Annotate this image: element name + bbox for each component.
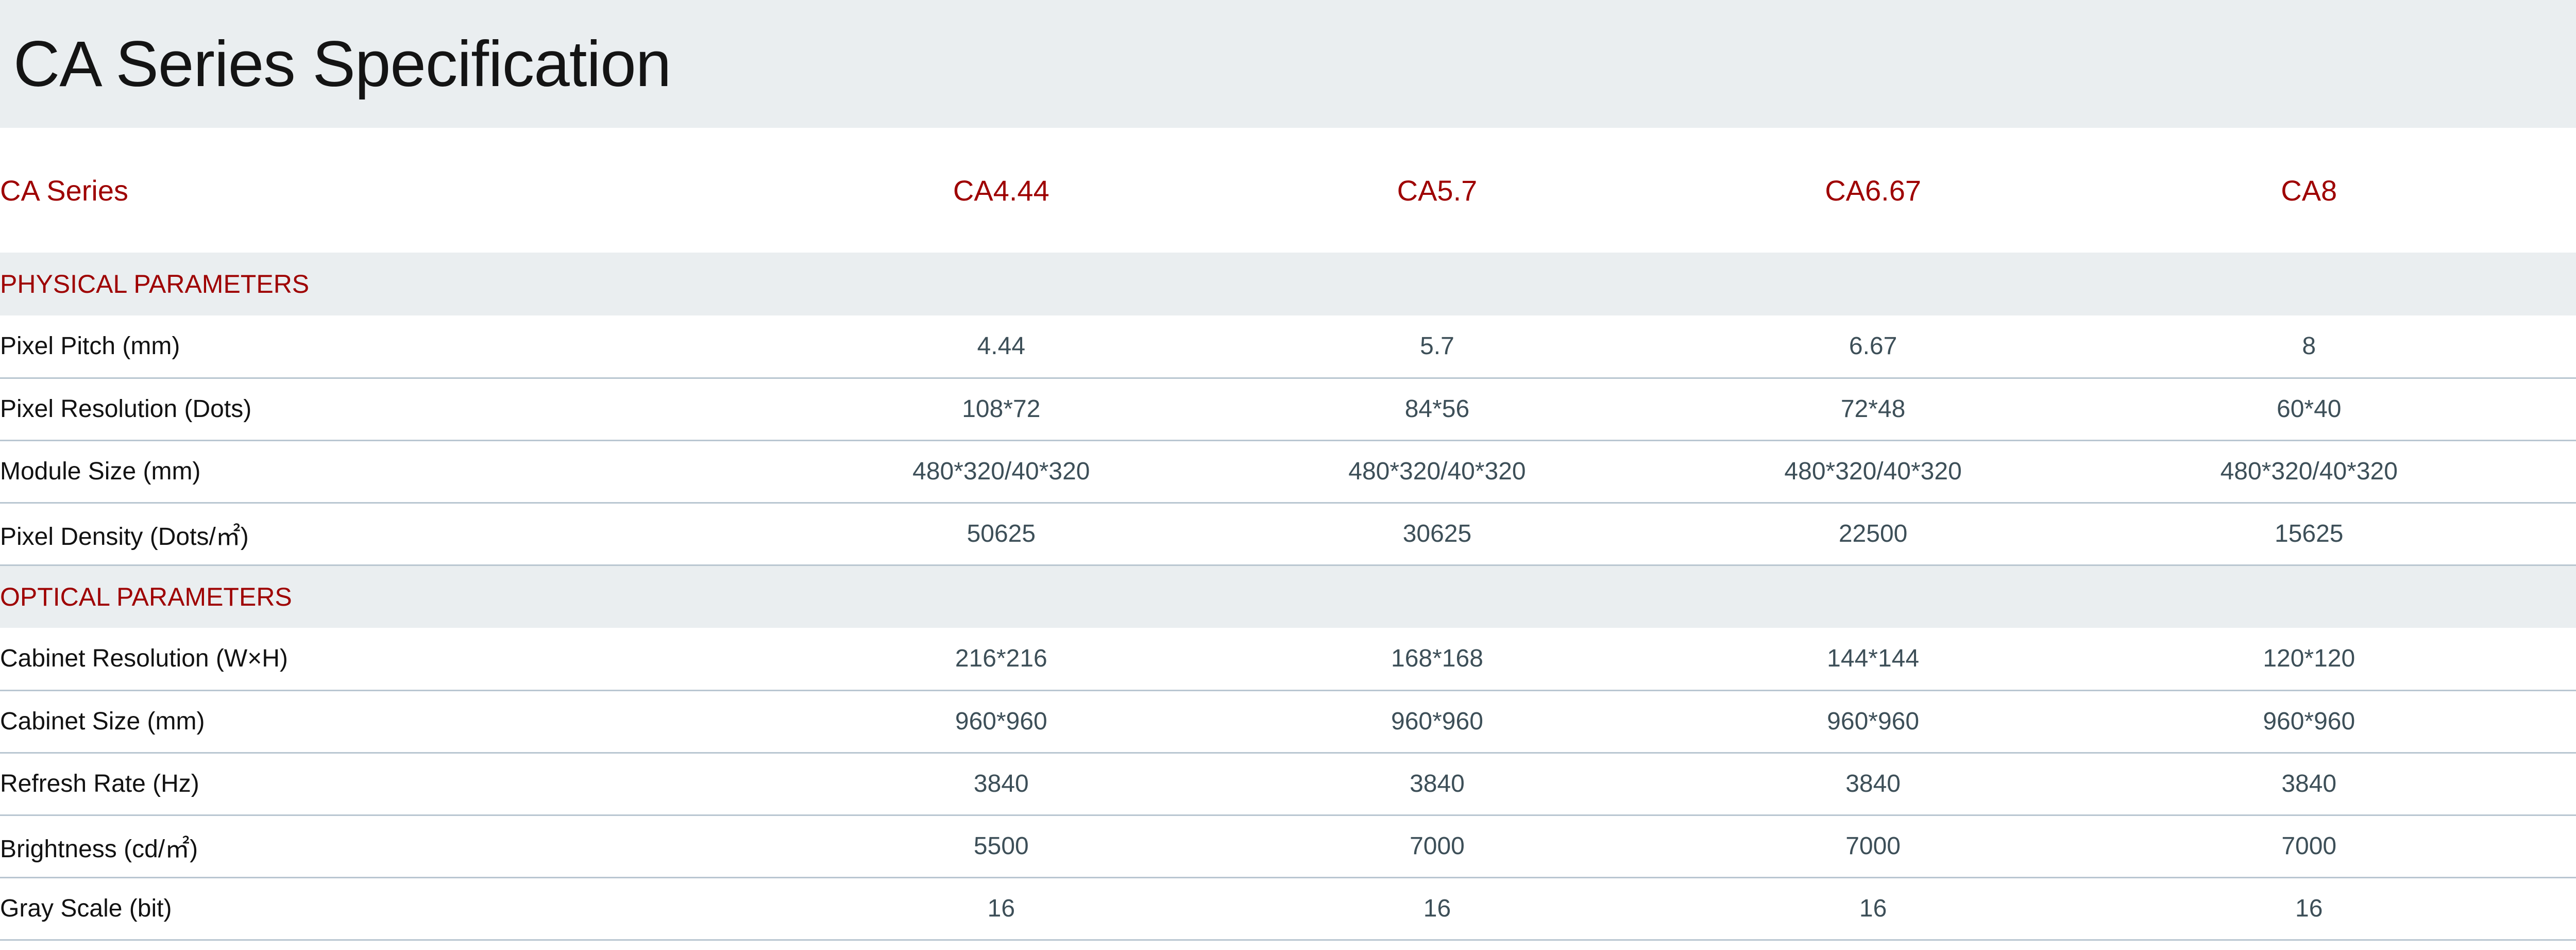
cell-value: 120*120 <box>2091 628 2527 691</box>
cell-value: 3840 <box>783 753 1219 816</box>
cell-value: 6.67 <box>1655 315 2091 379</box>
section-title: PHYSICAL PARAMETERS <box>0 253 2576 315</box>
table-row: Pixel Resolution (Dots) 108*72 84*56 72*48 6… <box>0 378 2576 441</box>
table-row: Cabinet Size (mm) 960*960 960*960 960*960 96… <box>0 690 2576 754</box>
cell-value: 7000 <box>2091 815 2527 878</box>
cell-value: 60*40 <box>2091 378 2527 441</box>
page-title: CA Series Specification <box>13 28 671 100</box>
cell-value: 960*960 <box>2527 690 2576 754</box>
cell-value: 96*96 <box>2527 628 2576 691</box>
cell-value: 480*320/40*320 <box>1655 440 2091 504</box>
table-row: Refresh Rate (Hz)38403840384038403840 <box>0 753 2576 816</box>
table-row: Pixel Density (Dots/㎡) 50625 30625 22500 156… <box>0 503 2576 566</box>
row-label: Gray Scale (bit) <box>0 877 784 941</box>
cell-value: 15625 <box>2091 503 2527 566</box>
column-header-ca5-7: CA5.7 <box>1397 174 1478 207</box>
row-label: Pixel Resolution (Dots) <box>0 378 784 441</box>
cell-value: 7000 <box>1219 815 1655 878</box>
cell-value: 7000 <box>2527 815 2576 878</box>
cell-value: 8 <box>2091 315 2527 379</box>
row-label: Brightness (cd/㎡) <box>0 815 784 878</box>
column-header-ca6-67: CA6.67 <box>1825 174 1921 207</box>
cell-value: 960*960 <box>1219 690 1655 754</box>
cell-value: 216*216 <box>783 628 1219 691</box>
series-header-label: CA Series <box>0 174 128 207</box>
cell-value: 4.44 <box>783 315 1219 379</box>
specification-table-body: CA Series CA4.44 CA5.7 CA6.67 CA8 CA10PHYSICA… <box>0 128 2576 941</box>
cell-value: 3840 <box>2091 753 2527 816</box>
cell-value: 30625 <box>1219 503 1655 566</box>
row-label: Refresh Rate (Hz) <box>0 753 784 816</box>
table-row: Module Size (mm) 480*320/40*320 480*320/40… <box>0 440 2576 504</box>
cell-value: 22500 <box>1655 503 2091 566</box>
cell-value: 3840 <box>2527 753 2576 816</box>
cell-value: 960*960 <box>2091 690 2527 754</box>
cell-value: 3840 <box>1219 753 1655 816</box>
cell-value: 480*320/40*320 <box>1219 440 1655 504</box>
cell-value: 10 <box>2527 315 2576 379</box>
table-row: Brightness (cd/㎡)55007000700070007000 <box>0 815 2576 878</box>
cell-value: 144*144 <box>1655 628 2091 691</box>
row-label: Cabinet Resolution (W×H) <box>0 628 784 691</box>
row-label: Cabinet Size (mm) <box>0 690 784 754</box>
section-title: OPTICAL PARAMETERS <box>0 565 2576 628</box>
section-header-row: PHYSICAL PARAMETERS <box>0 253 2576 315</box>
column-header-ca4-44: CA4.44 <box>953 174 1049 207</box>
column-header-ca8: CA8 <box>2281 174 2337 207</box>
cell-value: 5.7 <box>1219 315 1655 379</box>
section-header-row: OPTICAL PARAMETERS <box>0 565 2576 628</box>
cell-value: 16 <box>2091 877 2527 941</box>
cell-value: 480*320/40*320 <box>2527 440 2576 504</box>
row-label: Module Size (mm) <box>0 440 784 504</box>
column-header-row: CA Series CA4.44 CA5.7 CA6.67 CA8 CA10 <box>0 128 2576 253</box>
table-row: Cabinet Resolution (W×H) 216*216 168*168 14… <box>0 628 2576 691</box>
cell-value: 16 <box>1219 877 1655 941</box>
specification-table: CA Series CA4.44 CA5.7 CA6.67 CA8 CA10PHYSICA… <box>0 128 2576 941</box>
cell-value: 16 <box>1655 877 2091 941</box>
cell-value: 108*72 <box>783 378 1219 441</box>
row-label: Pixel Pitch (mm) <box>0 315 784 379</box>
title-banner: CA Series Specification <box>0 0 2576 128</box>
cell-value: 16 <box>783 877 1219 941</box>
cell-value: 84*56 <box>1219 378 1655 441</box>
cell-value: 168*168 <box>1219 628 1655 691</box>
cell-value: 72*48 <box>1655 378 2091 441</box>
cell-value: 50625 <box>783 503 1219 566</box>
row-label: Pixel Density (Dots/㎡) <box>0 503 784 566</box>
column-header-ca10: CA10 <box>2527 128 2576 253</box>
cell-value: 3840 <box>1655 753 2091 816</box>
table-row: Gray Scale (bit)1616161616 <box>0 877 2576 941</box>
cell-value: 480*320/40*320 <box>783 440 1219 504</box>
cell-value: 960*960 <box>783 690 1219 754</box>
cell-value: 960*960 <box>1655 690 2091 754</box>
cell-value: 48*32 <box>2527 378 2576 441</box>
table-row: Pixel Pitch (mm)4.445.76.67810 <box>0 315 2576 379</box>
cell-value: 10000 <box>2527 503 2576 566</box>
cell-value: 7000 <box>1655 815 2091 878</box>
cell-value: 480*320/40*320 <box>2091 440 2527 504</box>
cell-value: 5500 <box>783 815 1219 878</box>
cell-value: 16 <box>2527 877 2576 941</box>
